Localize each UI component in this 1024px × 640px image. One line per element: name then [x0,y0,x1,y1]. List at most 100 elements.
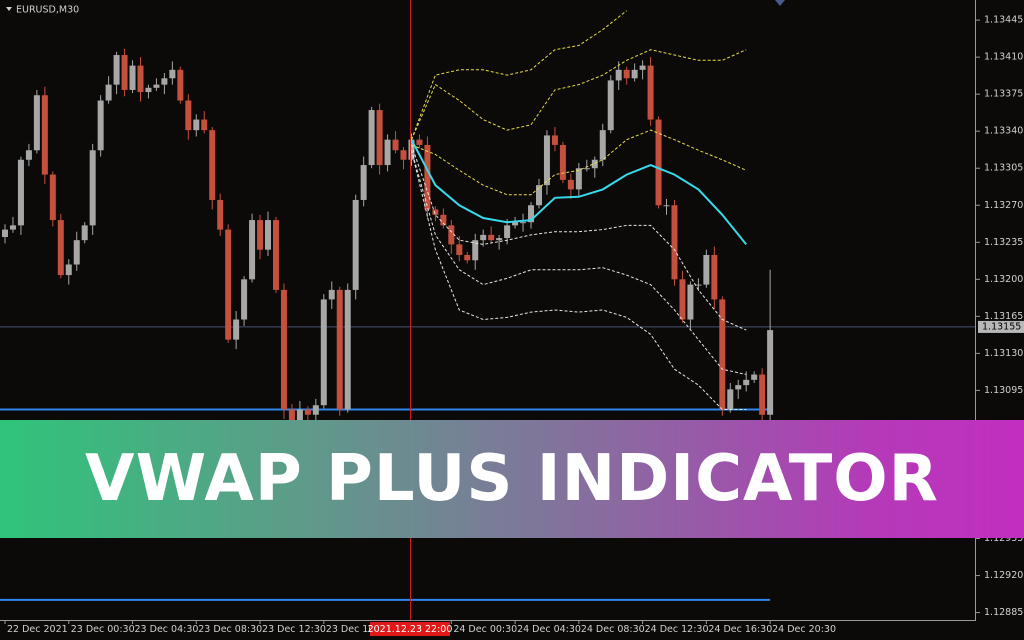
candle-body [129,65,136,90]
candle-body [671,205,678,280]
candle-body [209,130,216,200]
banner-title: VWAP PLUS INDICATOR [85,442,939,516]
candle-body [751,374,758,380]
candle-body [169,69,176,79]
menu-arrow [6,7,12,11]
candle-body [767,330,774,415]
candle-body [17,159,24,226]
candle-body [679,279,686,320]
candle-body [480,234,487,241]
candle-body [73,240,80,265]
candle-body [328,289,335,300]
x-tick-label: 23 Dec 08:30 [198,624,262,635]
crosshair-label-box [370,622,450,636]
candle-body [113,55,120,85]
y-tick-label: 1.13340 [984,126,1023,137]
current-price-box [978,320,1024,333]
candle-body [257,220,264,250]
candle-body [25,150,32,160]
candle-body [249,220,256,280]
candle-body [408,139,415,160]
candle-body [599,130,606,160]
candle-body [145,87,152,93]
symbol-label: EURUSD,M30 [16,5,79,16]
candle-body [607,80,614,131]
candle-body [623,69,630,79]
x-tick-label: 23 Dec 16:30 [326,624,390,635]
candle-body [583,168,590,170]
candle-body [743,379,750,386]
candle-body [472,240,479,261]
candle-body [57,220,64,276]
candle-body [320,299,327,406]
banner: VWAP PLUS INDICATOR [0,420,1024,538]
candle-body [735,385,742,390]
x-tick-label: 23 Dec 12:30 [262,624,326,635]
y-tick-label: 1.13445 [984,15,1023,26]
candle-body [567,179,574,190]
candle-body [559,144,566,180]
candle-body [719,299,726,410]
candle-body [137,65,144,93]
candle-body [543,135,550,186]
vwap-band [411,144,747,331]
candle-body [392,139,399,151]
candle-body [512,222,519,226]
candle-body [296,409,303,421]
current-price-label: 1.13155 [982,321,1021,332]
candle-body [193,119,200,131]
candle-body [384,139,391,166]
x-tick-label: 24 Dec 12:30 [645,624,709,635]
x-tick-label: 22 Dec 2021 [7,624,68,635]
x-tick-label: 24 Dec 04:30 [517,624,581,635]
candle-body [225,229,232,340]
candle-body [703,254,710,285]
y-tick-label: 1.12955 [984,533,1023,544]
candle-body [33,95,40,151]
x-tick-label: 23 Dec 00:30 [71,624,135,635]
plot-area [0,10,976,601]
candle-body [647,65,654,120]
vwap-line [410,139,747,246]
candle-body [368,110,375,166]
candle-body [352,199,359,290]
candle-body [336,289,343,410]
candle-body [575,168,582,190]
candle-body [416,139,423,145]
y-tick-label: 1.13235 [984,237,1023,248]
candle-body [448,225,455,245]
candle-body [528,205,535,223]
candle-body [440,214,447,226]
candle-body [496,238,503,241]
candle-body [49,174,56,221]
y-tick-label: 1.13165 [984,311,1023,322]
x-tick-label: 24 Dec 20:30 [772,624,836,635]
vwap-band [411,10,628,140]
y-tick-label: 1.13200 [984,274,1023,285]
y-tick-label: 1.13270 [984,200,1023,211]
candle-body [89,150,96,226]
candle-body [81,225,88,241]
candle-body [177,69,184,101]
candle-body [360,165,367,200]
shift-marker [775,0,785,6]
candle-body [687,284,694,320]
x-tick-label: 24 Dec 08:30 [581,624,645,635]
candle-body [201,119,208,131]
y-tick-label: 1.13375 [984,89,1023,100]
candle-body [424,144,431,210]
vwap-band [411,129,747,196]
candle-body [265,220,272,250]
candle-body [376,110,383,166]
candle-body [591,159,598,169]
candle-body [631,69,638,79]
y-tick-label: 1.13130 [984,348,1023,359]
candle-body [520,222,527,224]
y-tick-label: 1.12920 [984,570,1023,581]
candle-body [161,78,168,85]
x-tick-label: 24 Dec 00:30 [453,624,517,635]
candle-body [2,229,8,237]
